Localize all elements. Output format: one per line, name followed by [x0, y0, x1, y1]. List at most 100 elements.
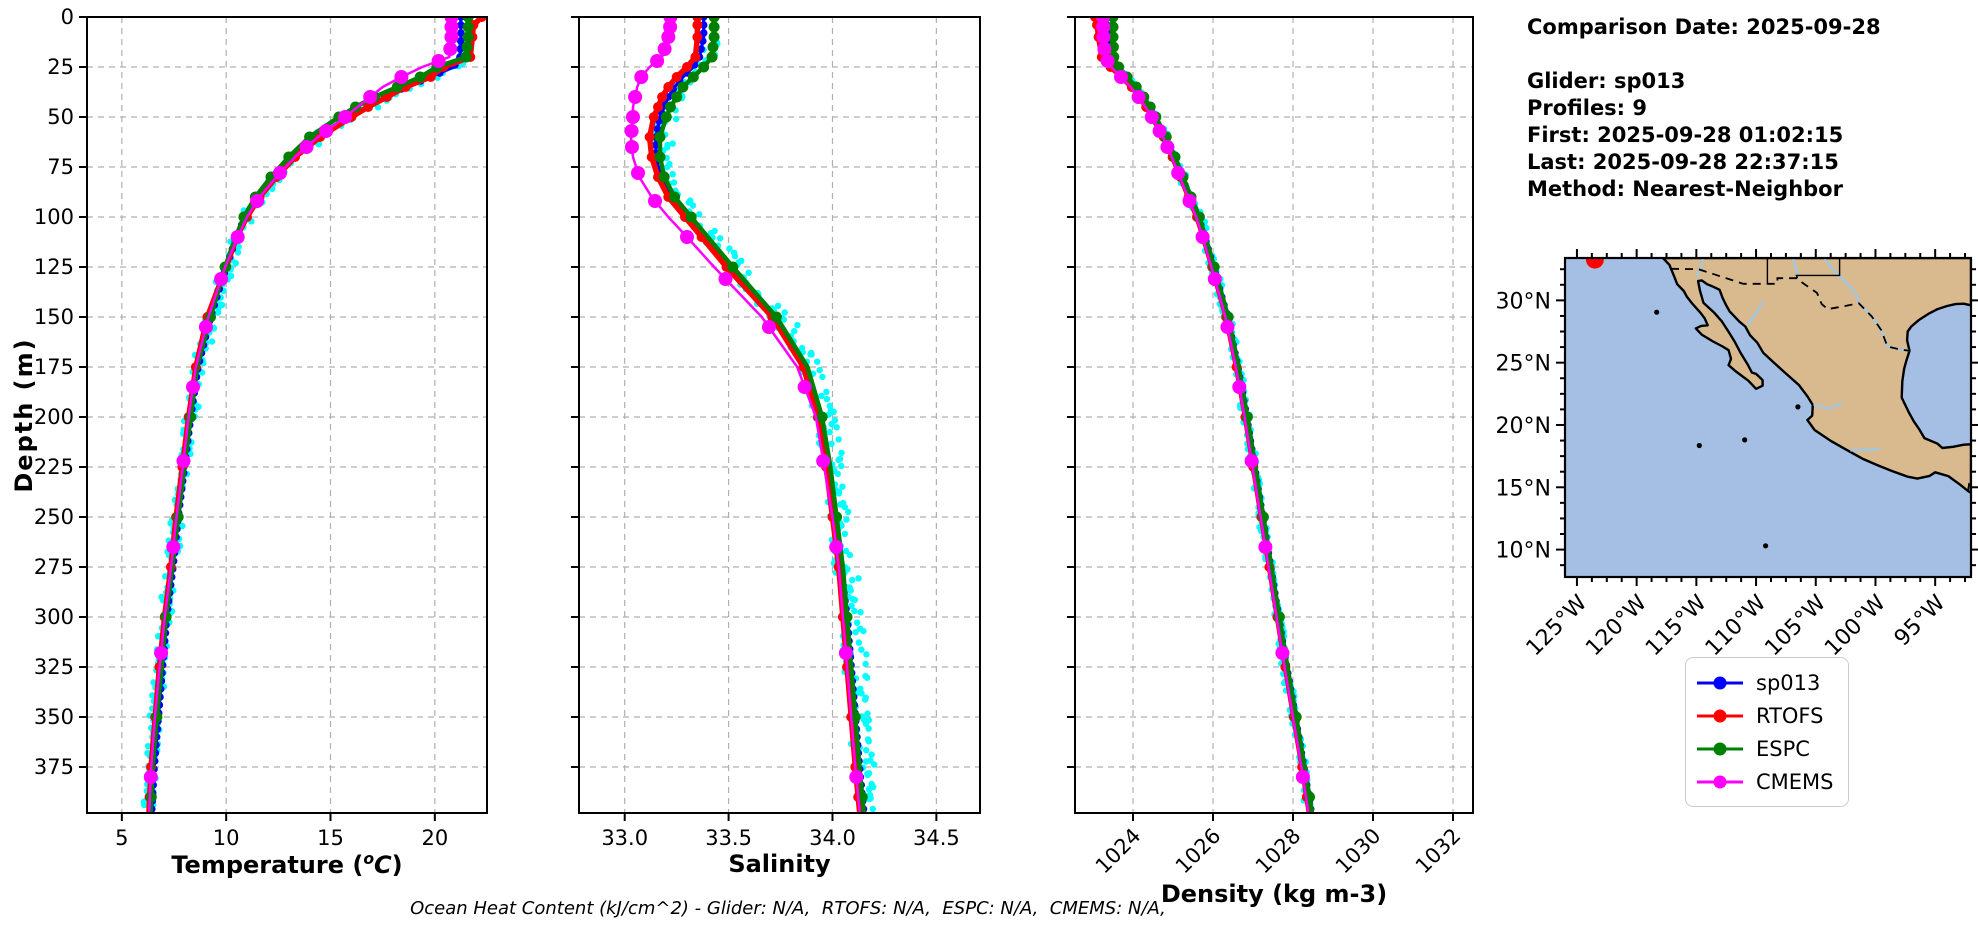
series-CMEMS-temperature [143, 17, 459, 813]
CMEMS-markers [624, 17, 864, 784]
depth-tick-label: 100 [34, 205, 74, 229]
temperature-tick-label: 5 [115, 826, 128, 850]
sp013-line [1105, 17, 1313, 813]
river-line [1746, 300, 1765, 327]
salinity-tick-label: 34.5 [913, 826, 960, 850]
density-series-area [1090, 17, 1315, 813]
comparison-method: Method: Nearest-Neighbor [1527, 177, 1843, 201]
density-tick-label: 1024 [1091, 824, 1146, 879]
ocean-heat-content-annotation: Ocean Heat Content (kJ/cm^2) - Glider: N… [410, 898, 1166, 919]
legend-item-rtofs: RTOFS [1694, 699, 1848, 732]
salinity-plot-border [578, 16, 981, 814]
salinity-gridlines [579, 17, 980, 813]
temperature-series-area [140, 17, 487, 813]
depth-tick-label: 275 [34, 555, 74, 579]
RTOFS-markers [1090, 17, 1312, 802]
salinity-x-ticks: 33.0 33.5 34.0 34.5 [601, 813, 960, 850]
legend-line-dot-icon [1697, 775, 1743, 788]
state-border-line [1795, 258, 1841, 279]
density-plot: 1024 1026 1028 1030 1032 [1067, 16, 1474, 879]
temperature-title-close: ) [391, 851, 403, 879]
salinity-y-ticks [571, 16, 579, 768]
sp013-markers [1103, 17, 1315, 813]
map-lat-label: 15°N [1496, 476, 1551, 501]
legend-label: sp013 [1756, 670, 1821, 695]
ESPC-markers [654, 17, 868, 803]
legend-item-sp013: sp013 [1694, 666, 1848, 699]
map-lat-label: 30°N [1496, 289, 1551, 314]
depth-tick-label: 175 [34, 355, 74, 379]
land-polygon [1661, 258, 1971, 495]
series-ESPC-salinity [654, 17, 868, 813]
salinity-tick-label: 33.0 [601, 826, 648, 850]
depth-tick-label: 300 [34, 605, 74, 629]
depth-tick-label: 250 [34, 505, 74, 529]
CMEMS-markers [1096, 17, 1310, 784]
salinity-axis-title: Salinity [728, 850, 831, 878]
island-dot [1654, 309, 1660, 315]
density-tick-label: 1028 [1251, 824, 1306, 879]
last-profile-time: Last: 2025-09-28 22:37:15 [1527, 150, 1839, 174]
density-tick-label: 1030 [1331, 824, 1386, 879]
temperature-x-ticks: 5 10 15 20 [115, 813, 448, 850]
salinity-tick-label: 33.5 [705, 826, 752, 850]
legend-line-dot-icon [1697, 742, 1743, 755]
series-RTOFS-density [1090, 17, 1312, 813]
river-line [1695, 258, 1704, 278]
series-CMEMS-salinity [624, 17, 864, 813]
map-lat-label: 10°N [1496, 539, 1551, 564]
temperature-gridlines [87, 17, 487, 813]
river-line [1813, 402, 1843, 410]
legend-label: ESPC [1756, 736, 1810, 761]
map-lon-label: 110°W [1701, 590, 1772, 661]
depth-tick-label: 150 [34, 305, 74, 329]
temperature-tick-label: 15 [317, 826, 344, 850]
glider-id: Glider: sp013 [1527, 69, 1686, 93]
temperature-tick-label: 20 [421, 826, 448, 850]
map-lon-label: 105°W [1760, 590, 1831, 661]
density-tick-label: 1026 [1171, 824, 1226, 879]
glider-position-marker [1585, 258, 1604, 269]
map-lon-label: 120°W [1581, 590, 1652, 661]
RTOFS-line [1092, 17, 1312, 813]
series-CMEMS-density [1096, 17, 1310, 813]
temperature-title-text: Temperature ( [171, 851, 364, 879]
info-spacer [1527, 41, 1881, 68]
CMEMS-line [1101, 17, 1310, 813]
map-border [1563, 256, 1973, 579]
temperature-plot: 5 10 15 20025507510012515017520022525027530… [34, 5, 488, 850]
profile-count: Profiles: 9 [1527, 96, 1648, 120]
temperature-axis-title: Temperature (oC) [87, 850, 487, 879]
salinity-tick-label: 34.0 [809, 826, 856, 850]
comparison-info-panel: Comparison Date: 2025-09-28 Glider: sp01… [1527, 14, 1881, 203]
depth-tick-label: 225 [34, 455, 74, 479]
CMEMS-markers [143, 17, 459, 784]
legend-label: CMEMS [1756, 769, 1834, 794]
legend-line-dot-icon [1697, 676, 1743, 689]
country-border-line [1670, 267, 1910, 352]
map-lon-label: 115°W [1641, 590, 1712, 661]
temperature-tick-label: 10 [213, 826, 240, 850]
ESPC-line [657, 17, 866, 813]
map-lon-label: 125°W [1522, 590, 1593, 661]
temperature-title-sup: o [363, 850, 375, 868]
depth-axis-label: Depth (m) [10, 337, 38, 493]
legend-label: RTOFS [1756, 703, 1824, 728]
island-dot [1696, 442, 1702, 449]
island-dot [1795, 404, 1801, 410]
map-lat-label: 20°N [1496, 414, 1551, 439]
comparison-date: Comparison Date: 2025-09-28 [1527, 15, 1881, 39]
river-line [1850, 447, 1881, 452]
map-lat-label: 25°N [1496, 352, 1551, 377]
depth-tick-label: 200 [34, 405, 74, 429]
depth-tick-label: 125 [34, 255, 74, 279]
depth-tick-label: 25 [47, 55, 74, 79]
depth-tick-label: 0 [61, 5, 74, 29]
legend-line-dot-icon [1697, 709, 1743, 722]
salinity-series-area [624, 17, 878, 813]
raw-glider-scatter [651, 39, 878, 813]
island-dot [1763, 543, 1769, 549]
legend: sp013 RTOFS ESPC CMEMS [1685, 657, 1849, 807]
